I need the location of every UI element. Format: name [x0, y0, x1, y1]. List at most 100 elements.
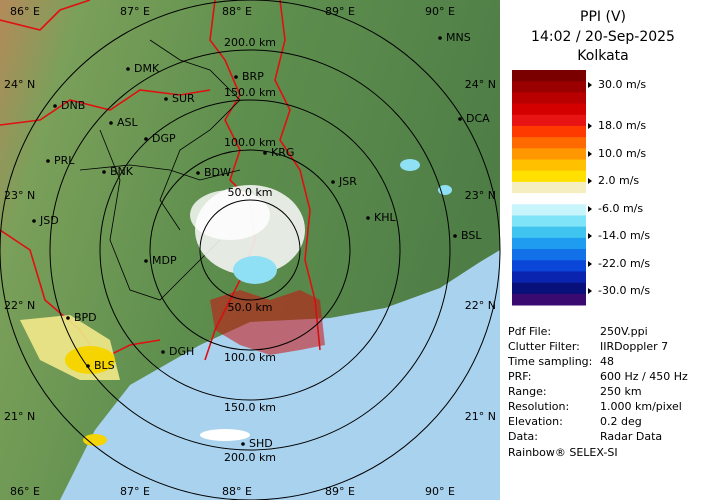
info-label: Range:	[508, 385, 547, 398]
district-line	[149, 39, 241, 231]
city-marker	[453, 234, 457, 238]
city-label: MDP	[152, 254, 177, 267]
colorbar-swatch	[512, 193, 586, 205]
range-label: 100.0 km	[224, 351, 276, 364]
city-label: PRL	[54, 154, 75, 167]
lat-label: 24° N	[4, 78, 35, 91]
lon-label: 87° E	[120, 485, 150, 498]
city-label: BLS	[94, 359, 115, 372]
city-marker	[196, 171, 200, 175]
city-marker	[438, 36, 442, 40]
city-marker	[144, 259, 148, 263]
range-ring	[149, 149, 351, 351]
city-marker	[32, 219, 36, 223]
colorbar-swatch	[512, 226, 586, 239]
lon-label: 88° E	[222, 5, 252, 18]
city-label: DGH	[169, 345, 194, 358]
city-marker	[102, 170, 106, 174]
city-label: DNB	[61, 99, 85, 112]
legend-label: -30.0 m/s	[598, 284, 650, 297]
legend-label: 2.0 m/s	[598, 174, 639, 187]
colorbar-swatch	[512, 159, 586, 172]
range-ring	[0, 0, 501, 500]
lon-label: 90° E	[425, 485, 455, 498]
colorbar-swatch	[512, 204, 586, 216]
border	[0, 0, 91, 31]
city-label: BSL	[461, 229, 482, 242]
city-label: KHL	[374, 211, 396, 224]
lat-label: 21° N	[4, 410, 35, 423]
info-label: PRF:	[508, 370, 531, 383]
legend-tick	[588, 206, 592, 212]
panel-time: 14:02 / 20-Sep-2025	[531, 29, 675, 45]
info-label: Elevation:	[508, 415, 563, 428]
city-label: BNK	[110, 165, 134, 178]
district-line	[99, 129, 221, 301]
lon-label: 86° E	[10, 485, 40, 498]
legend-tick	[588, 151, 592, 157]
city-label: SUR	[172, 92, 195, 105]
city-marker	[126, 67, 130, 71]
colorbar-swatch	[512, 103, 586, 116]
colorbar-swatch	[512, 170, 586, 183]
info-value: IIRDoppler 7	[600, 340, 668, 353]
legend-tick	[588, 82, 592, 88]
range-label: 100.0 km	[224, 136, 276, 149]
city-marker	[164, 97, 168, 101]
legend-tick	[588, 178, 592, 184]
lat-label: 23° N	[465, 189, 496, 202]
lat-label: 24° N	[465, 78, 496, 91]
colorbar-swatch	[512, 215, 586, 228]
info-label: Time sampling:	[507, 355, 592, 368]
colorbar-swatch	[512, 293, 586, 306]
colorbar-swatch	[512, 260, 586, 272]
lon-label: 89° E	[325, 485, 355, 498]
city-label: SHD	[249, 437, 273, 450]
city-label: BPD	[74, 311, 97, 324]
city-marker	[66, 316, 70, 320]
range-ring	[99, 99, 401, 401]
legend-tick	[588, 233, 592, 239]
city-marker	[234, 75, 238, 79]
colorbar-swatch	[512, 282, 586, 295]
info-value: 0.2 deg	[600, 415, 642, 428]
colorbar-swatch	[512, 125, 586, 138]
colorbar-swatch	[512, 271, 586, 284]
city-marker	[86, 364, 90, 368]
city-label: BDW	[204, 166, 231, 179]
city-label: KRG	[271, 146, 294, 159]
city-label: JSR	[338, 175, 357, 188]
city-label: JSD	[39, 214, 59, 227]
colorbar-swatch	[512, 81, 586, 93]
lat-label: 21° N	[465, 410, 496, 423]
city-marker	[46, 159, 50, 163]
info-value: 600 Hz / 450 Hz	[600, 370, 688, 383]
district-line	[79, 164, 241, 181]
lon-label: 89° E	[325, 5, 355, 18]
city-marker	[144, 137, 148, 141]
range-label: 200.0 km	[224, 451, 276, 464]
colorbar-swatch	[512, 114, 586, 127]
range-label: 200.0 km	[224, 36, 276, 49]
lon-label: 86° E	[10, 5, 40, 18]
legend-label: -22.0 m/s	[598, 257, 650, 270]
range-label: 50.0 km	[227, 186, 272, 199]
city-marker	[53, 104, 57, 108]
footer: Rainbow® SELEX-SI	[508, 446, 618, 459]
range-ring	[199, 199, 301, 301]
range-label: 50.0 km	[227, 301, 272, 314]
info-label: Data:	[508, 430, 538, 443]
range-label: 150.0 km	[224, 401, 276, 414]
radar-echoes	[20, 159, 452, 446]
city-marker	[161, 350, 165, 354]
lon-label: 88° E	[222, 485, 252, 498]
city-label: DCA	[466, 112, 490, 125]
city-label: DMK	[134, 62, 160, 75]
border	[0, 89, 211, 126]
panel-title: PPI (V)	[580, 9, 626, 25]
lon-label: 90° E	[425, 5, 455, 18]
range-ring	[49, 49, 451, 451]
info-value: 1.000 km/pixel	[600, 400, 682, 413]
legend-label: -14.0 m/s	[598, 229, 650, 242]
